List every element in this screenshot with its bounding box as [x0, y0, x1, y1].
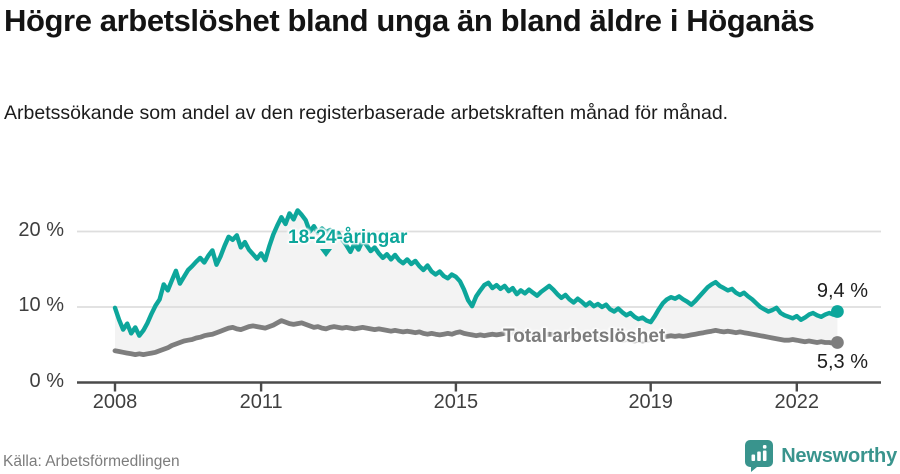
chart-subtitle: Arbetssökande som andel av den registerb…: [4, 102, 729, 124]
newsworthy-wordmark: Newsworthy: [781, 444, 897, 467]
total-unemployment-line: [112, 318, 840, 358]
series-end-dot: [830, 336, 844, 349]
newsworthy-logo-icon: [745, 440, 774, 472]
x-axis-tick-label: 2008: [92, 391, 138, 413]
y-axis-tick-label: 0 %: [29, 369, 64, 392]
source-attribution: Källa: Arbetsförmedlingen: [3, 453, 180, 470]
total-end-value: 5,3 %: [816, 351, 868, 373]
page-title: Högre arbetslöshet bland unga än bland ä…: [4, 3, 815, 38]
series-label-youth: 18-24-åringar: [288, 227, 408, 248]
end-point-dots: [830, 305, 844, 349]
youth-unemployment-line: [112, 208, 840, 338]
grid-lines: [77, 230, 881, 308]
area-between-series: [115, 210, 838, 355]
x-axis-tick-label: 2019: [628, 391, 673, 413]
youth-label-caret-icon: [320, 249, 332, 257]
newsworthy-logo[interactable]: Newsworthy: [745, 440, 897, 472]
youth-end-value: 9,4 %: [816, 280, 868, 302]
y-axis-tick-label: 10 %: [18, 294, 64, 316]
y-axis-tick-label: 20 %: [18, 218, 64, 241]
series-end-dot: [830, 305, 844, 318]
x-axis-tick-label: 2011: [239, 391, 283, 413]
x-axis-tick-label: 2015: [433, 391, 479, 413]
x-axis: [77, 381, 881, 392]
x-axis-tick-label: 2022: [774, 391, 820, 413]
series-label-total: Total arbetslöshet: [503, 326, 666, 347]
